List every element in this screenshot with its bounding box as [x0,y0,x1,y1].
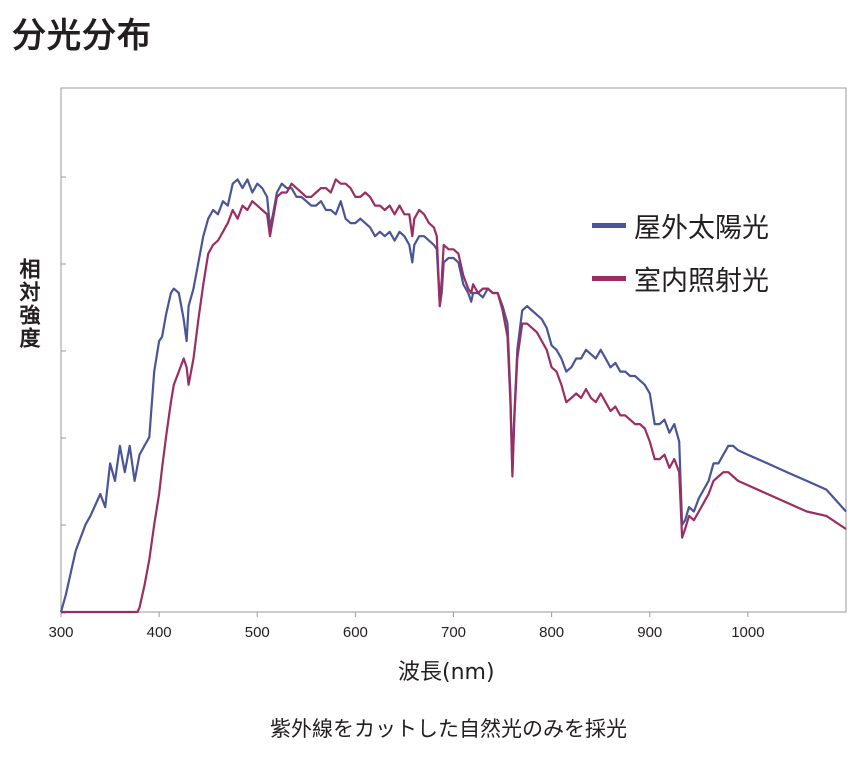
x-axis-label: 波長(nm) [398,660,495,685]
legend-label-indoor: 室内照射光 [634,266,769,297]
x-tick-label: 300 [48,624,73,641]
x-tick-label: 600 [343,624,368,641]
legend-label-outdoor: 屋外太陽光 [634,213,769,244]
legend-swatch-outdoor [592,223,626,228]
caption: 紫外線をカットした自然光のみを採光 [270,717,627,741]
x-tick-label: 1000 [731,624,764,641]
series-line-outdoor [59,178,847,613]
series-line-indoor [61,178,847,614]
x-tick-label: 800 [539,624,564,641]
legend-swatch-indoor [592,276,626,281]
page-title: 分光分布 [12,16,152,56]
x-tick-label: 500 [245,624,270,641]
x-tick-label: 400 [147,624,172,641]
y-axis-label: 相対強度 [17,258,41,350]
plot-frame [60,87,847,613]
legend-item-indoor: 室内照射光 [592,259,769,298]
spectral-chart: 300 400 500 600 700 800 900 1000 [48,87,847,641]
x-tick-label: 900 [637,624,662,641]
x-tick-label: 700 [441,624,466,641]
legend-item-outdoor: 屋外太陽光 [592,206,769,245]
